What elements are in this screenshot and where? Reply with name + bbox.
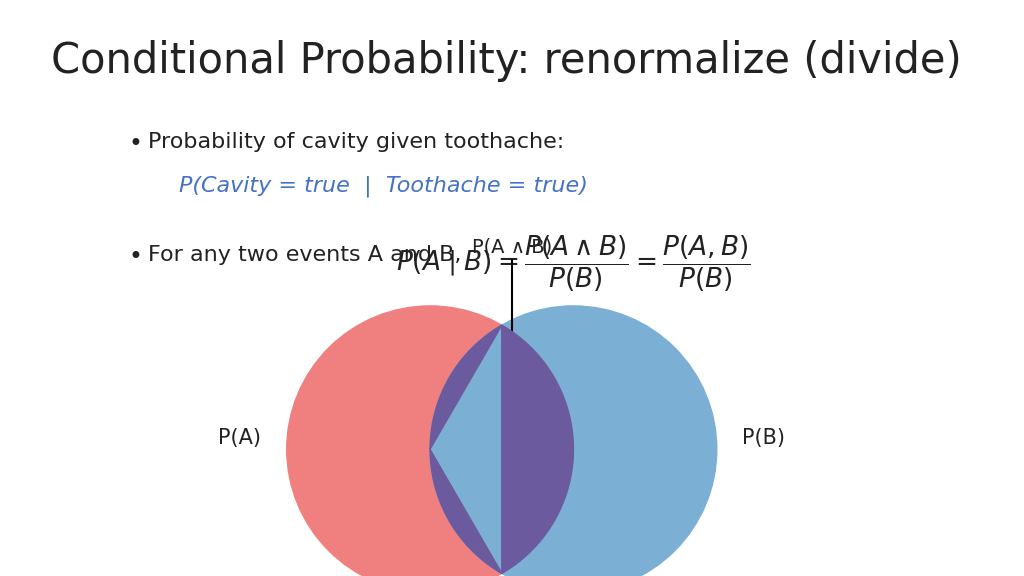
Text: P(B): P(B) [742,428,785,448]
Text: Probability of cavity given toothache:: Probability of cavity given toothache: [148,132,564,153]
Text: For any two events A and B,: For any two events A and B, [148,245,462,265]
Text: P(A ∧ B): P(A ∧ B) [472,238,552,257]
Text: •: • [128,132,142,157]
Ellipse shape [287,306,573,576]
Ellipse shape [430,306,717,576]
Polygon shape [430,325,573,574]
Text: P(A): P(A) [218,428,261,448]
Text: •: • [128,245,142,269]
Text: P(Cavity = true  |  Toothache = true): P(Cavity = true | Toothache = true) [179,176,588,197]
Text: Conditional Probability: renormalize (divide): Conditional Probability: renormalize (di… [51,40,962,82]
Text: $P(A\mid B)=\dfrac{P(A\wedge B)}{P(B)}=\dfrac{P(A,B)}{P(B)}$: $P(A\mid B)=\dfrac{P(A\wedge B)}{P(B)}=\… [396,233,751,294]
